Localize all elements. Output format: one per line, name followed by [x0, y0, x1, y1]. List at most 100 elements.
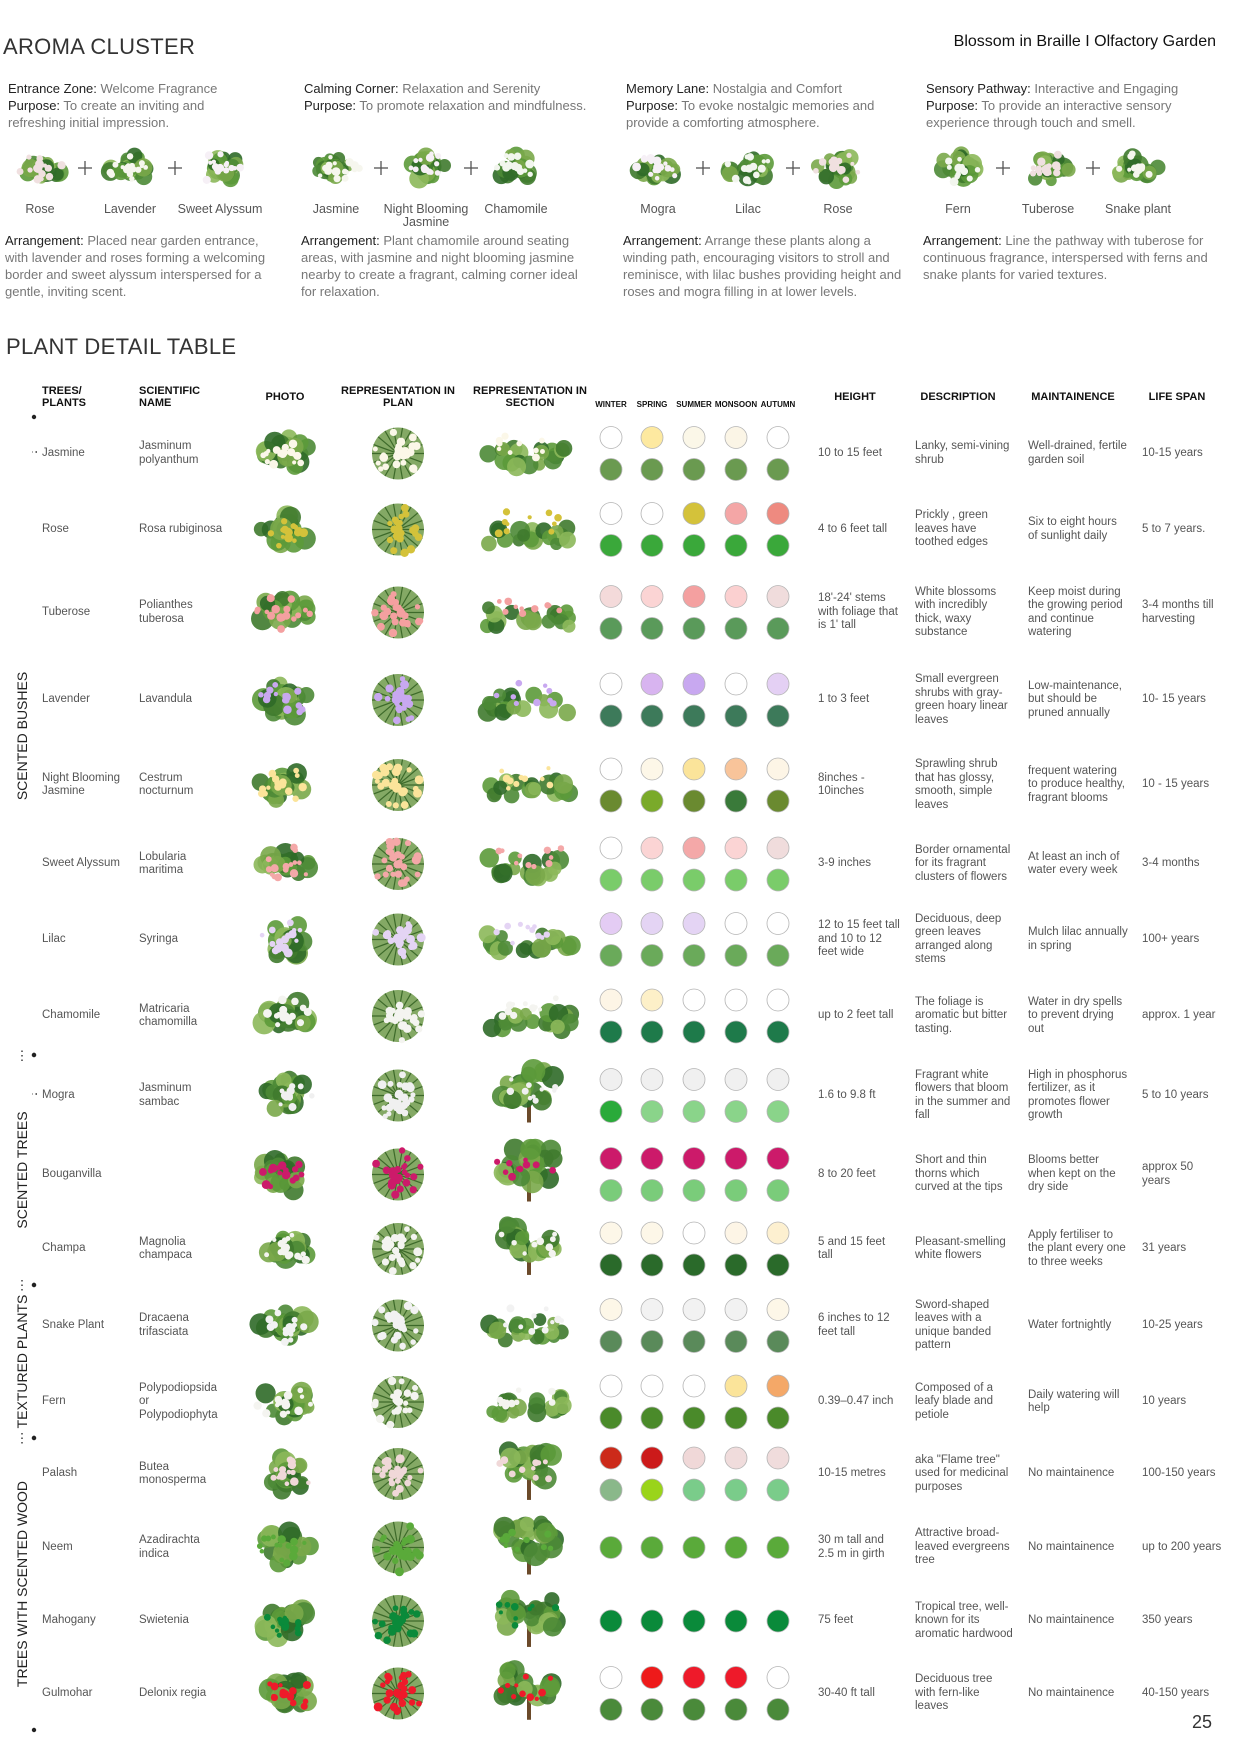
blossom [502, 1169, 509, 1175]
cluster-arrangement: Arrangement: Plant chamomile around seat… [301, 232, 581, 300]
season-leaf-color [682, 1100, 706, 1123]
blossom [408, 433, 417, 442]
foliage [538, 1168, 560, 1189]
season-leaf-color [640, 458, 664, 481]
blossom [393, 1312, 401, 1320]
cluster-zone: Entrance Zone: [8, 81, 97, 96]
column-header: SCIENTIFIC NAME [139, 385, 201, 409]
blossom [280, 943, 289, 953]
blossom [548, 1387, 556, 1396]
blossom [385, 1103, 394, 1112]
purpose-text: To provide an interactive sensory experi… [926, 98, 1172, 130]
season-flower-color [640, 988, 664, 1012]
season-leaf-color [599, 1100, 623, 1123]
blossom [855, 169, 861, 175]
blossom [417, 1163, 424, 1170]
blossom [396, 941, 403, 949]
column-header: DESCRIPTION [920, 391, 996, 403]
blossom [299, 1394, 305, 1399]
plant-illustration [1111, 148, 1166, 184]
blossom [395, 1001, 404, 1010]
plant-maintenance: Keep moist during the growing period and… [1028, 585, 1123, 639]
season-leaf-color [599, 1020, 623, 1044]
blossom [287, 1694, 294, 1701]
foliage [488, 1321, 507, 1340]
blossom [519, 609, 527, 618]
season-flower-color [766, 836, 790, 860]
blossom [522, 1251, 527, 1256]
blossom [407, 1474, 413, 1481]
blossom [958, 167, 963, 173]
branch [397, 762, 412, 786]
blossom [543, 846, 552, 854]
blossom [284, 533, 293, 543]
blossom [375, 771, 383, 780]
plant-name: Chamomile [42, 1009, 101, 1022]
season-leaf-color [766, 1698, 790, 1721]
blossom [383, 1696, 391, 1704]
season-leaf-color [766, 534, 790, 557]
blossom [496, 440, 503, 447]
section-illustration [491, 1058, 564, 1123]
blossom [503, 1322, 509, 1328]
blossom [278, 1683, 283, 1688]
blossom [398, 618, 407, 627]
blossom [498, 1231, 505, 1238]
table-title: PLANT DETAIL TABLE [6, 334, 237, 359]
blossom [396, 1405, 403, 1412]
season-flower-color [766, 1221, 790, 1245]
cluster-arrangement: Arrangement: Line the pathway with tuber… [923, 232, 1208, 283]
blossom [663, 161, 668, 166]
foliage [531, 938, 552, 958]
blossom [373, 1545, 381, 1553]
blossom [402, 1163, 408, 1169]
season-flower-color [599, 426, 623, 449]
blossom [541, 1326, 549, 1334]
blossom [371, 1400, 379, 1409]
plant-name: Mahogany [42, 1614, 96, 1627]
blossom [288, 1012, 296, 1020]
plant-illustration [253, 1381, 315, 1426]
blossom [399, 452, 408, 460]
blossom [545, 1475, 552, 1483]
foliage [555, 440, 573, 457]
blossom [509, 1077, 514, 1082]
blossom [514, 1546, 520, 1552]
plant-lifespan: 3-4 months till harvesting [1142, 599, 1214, 625]
blossom [292, 795, 299, 802]
season-leaf-color [640, 534, 664, 557]
blossom [548, 528, 555, 535]
blossom [267, 1167, 274, 1174]
blossom [400, 863, 408, 871]
scientific-name: Lavandula [139, 693, 193, 706]
plant-lifespan: approx. 1 year [1142, 1009, 1216, 1022]
blossom [277, 1170, 283, 1176]
blossom [236, 163, 245, 172]
scientific-name: Polianthes tuberosa [139, 599, 193, 625]
season-leaf-color [682, 1478, 706, 1502]
cluster-zone-line: Calming Corner: Relaxation and Serenity [304, 80, 594, 97]
blossom [291, 616, 297, 622]
plant-maintenance: Well-drained, fertile garden soil [1028, 440, 1127, 466]
blossom [290, 1477, 299, 1486]
blossom [288, 1103, 297, 1112]
blossom [515, 1387, 522, 1393]
blossom [374, 778, 380, 784]
blossom [279, 778, 287, 787]
plant-height: 1.6 to 9.8 ft [818, 1088, 876, 1101]
season-leaf-color [640, 1179, 664, 1202]
plant-lifespan: 10 - 15 years [1142, 778, 1210, 791]
blossom [395, 443, 402, 450]
plan-illustration [371, 1299, 424, 1352]
blossom [531, 1313, 537, 1319]
cluster-plant-name: Mogra [640, 202, 676, 216]
cluster-theme: Nostalgia and Comfort [709, 81, 843, 96]
blossom [381, 1258, 390, 1266]
cluster-zone: Memory Lane: [626, 81, 710, 96]
blossom [300, 1323, 308, 1331]
blossom [388, 1267, 397, 1275]
blossom [533, 1005, 538, 1010]
plant-maintenance: Water fortnightly [1028, 1318, 1112, 1331]
plant-illustration [254, 1599, 316, 1648]
season-leaf-color [682, 1698, 706, 1721]
